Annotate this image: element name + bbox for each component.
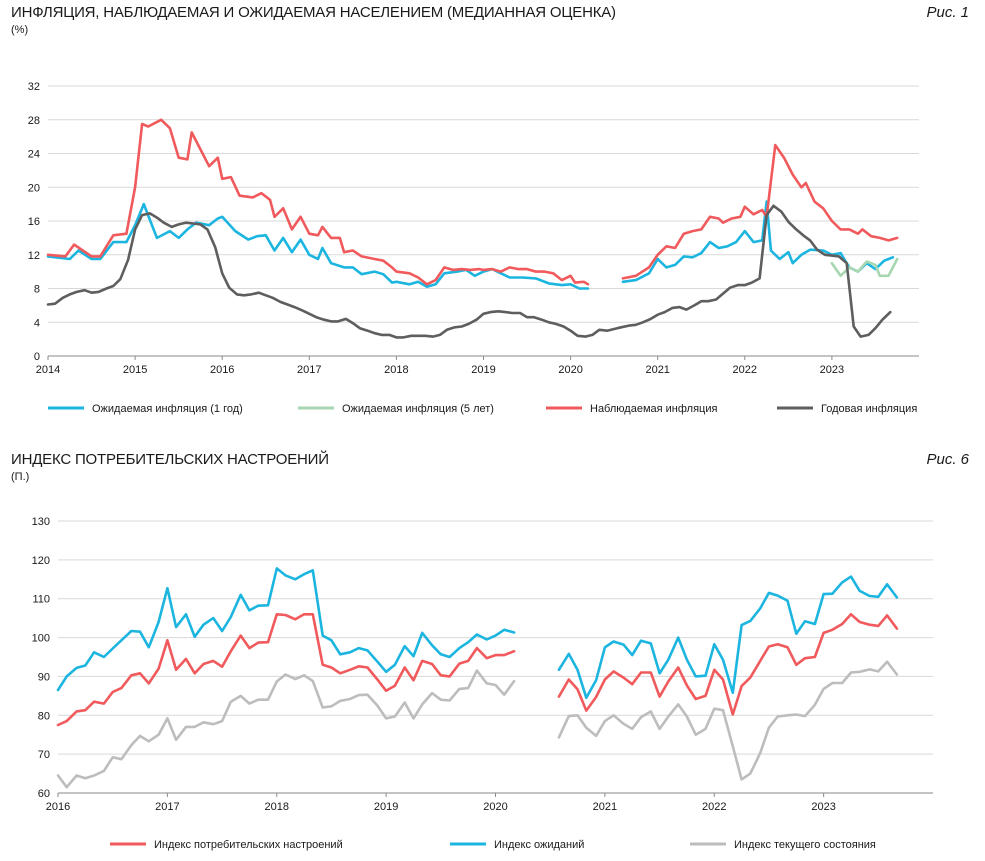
chart1-y-tick-label: 12: [28, 250, 40, 262]
chart1-y-tick-label: 0: [34, 351, 40, 363]
chart2-x-tick-label: 2018: [265, 801, 289, 813]
chart2-x-tick-label: 2020: [483, 801, 507, 813]
chart2-series-line: [557, 613, 899, 716]
chart2-y-tick-label: 60: [38, 788, 50, 800]
chart2-x-tick-label: 2019: [374, 801, 398, 813]
chart1-y-tick-label: 28: [28, 115, 40, 127]
chart1-x-tick-label: 2016: [210, 364, 234, 376]
chart2-y-tick-label: 90: [38, 671, 50, 683]
chart1-y-tick-label: 8: [34, 284, 40, 296]
chart1-x-tick-label: 2019: [471, 364, 495, 376]
chart1-y-tick-label: 4: [34, 317, 40, 329]
chart2-legend-label: Индекс ожиданий: [494, 839, 584, 851]
chart2-y-tick-label: 70: [38, 749, 50, 761]
chart2-x-tick-label: 2023: [811, 801, 835, 813]
chart1-legend-label: Ожидаемая инфляция (1 год): [92, 403, 243, 415]
chart1-series-line: [46, 204, 892, 339]
chart1-series-line: [830, 257, 899, 278]
chart2-figure-label: Рис. 6: [926, 451, 969, 468]
chart2-unit: (П.): [11, 471, 30, 483]
chart2-y-tick-label: 130: [32, 516, 50, 528]
chart1-y-tick-label: 24: [28, 149, 40, 161]
chart2-legend-label: Индекс текущего состояния: [734, 839, 876, 851]
chart1-y-tick-label: 16: [28, 216, 40, 228]
chart1-legend-label: Годовая инфляция: [821, 403, 917, 415]
chart2-series-line: [557, 575, 899, 700]
chart1-x-tick-label: 2014: [36, 364, 60, 376]
chart1-figure-label: Рис. 1: [926, 4, 969, 21]
chart2-y-tick-label: 100: [32, 633, 50, 645]
chart1-legend-label: Ожидаемая инфляция (5 лет): [342, 403, 494, 415]
chart1-x-tick-label: 2022: [733, 364, 757, 376]
chart2-title: ИНДЕКС ПОТРЕБИТЕЛЬСКИХ НАСТРОЕНИЙ: [11, 451, 329, 468]
chart2-series-line: [56, 669, 516, 789]
chart1-y-tick-label: 32: [28, 81, 40, 93]
chart2-x-tick-label: 2016: [46, 801, 70, 813]
chart2-x-tick-label: 2017: [155, 801, 179, 813]
chart1-x-tick-label: 2015: [123, 364, 147, 376]
chart2-legend-label: Индекс потребительских настроений: [154, 839, 343, 851]
chart2-y-tick-label: 120: [32, 555, 50, 567]
chart2-series-line: [56, 567, 516, 692]
chart1-x-tick-label: 2023: [820, 364, 844, 376]
chart1-series-line: [46, 118, 590, 286]
chart2-series-line: [56, 613, 516, 727]
chart2-y-tick-label: 80: [38, 710, 50, 722]
chart2-x-tick-label: 2022: [702, 801, 726, 813]
chart1-x-tick-label: 2021: [645, 364, 669, 376]
chart1-series-line: [621, 143, 899, 280]
chart-inflation: 0 4 8 12 16 20 24 28 32 2014 2015 2016 2017 2018 2019 2…: [28, 81, 919, 415]
chart2-x-tick-label: 2021: [593, 801, 617, 813]
chart1-x-tick-label: 2020: [558, 364, 582, 376]
chart2-series-line: [557, 660, 899, 781]
chart1-title: ИНФЛЯЦИЯ, НАБЛЮДАЕМАЯ И ОЖИДАЕМАЯ НАСЕЛЕ…: [11, 4, 616, 21]
chart1-x-tick-label: 2017: [297, 364, 321, 376]
chart1-legend-label: Наблюдаемая инфляция: [590, 403, 717, 415]
chart1-y-tick-label: 20: [28, 182, 40, 194]
chart2-y-tick-label: 110: [32, 594, 50, 606]
chart1-x-tick-label: 2018: [384, 364, 408, 376]
chart1-unit: (%): [11, 24, 29, 36]
